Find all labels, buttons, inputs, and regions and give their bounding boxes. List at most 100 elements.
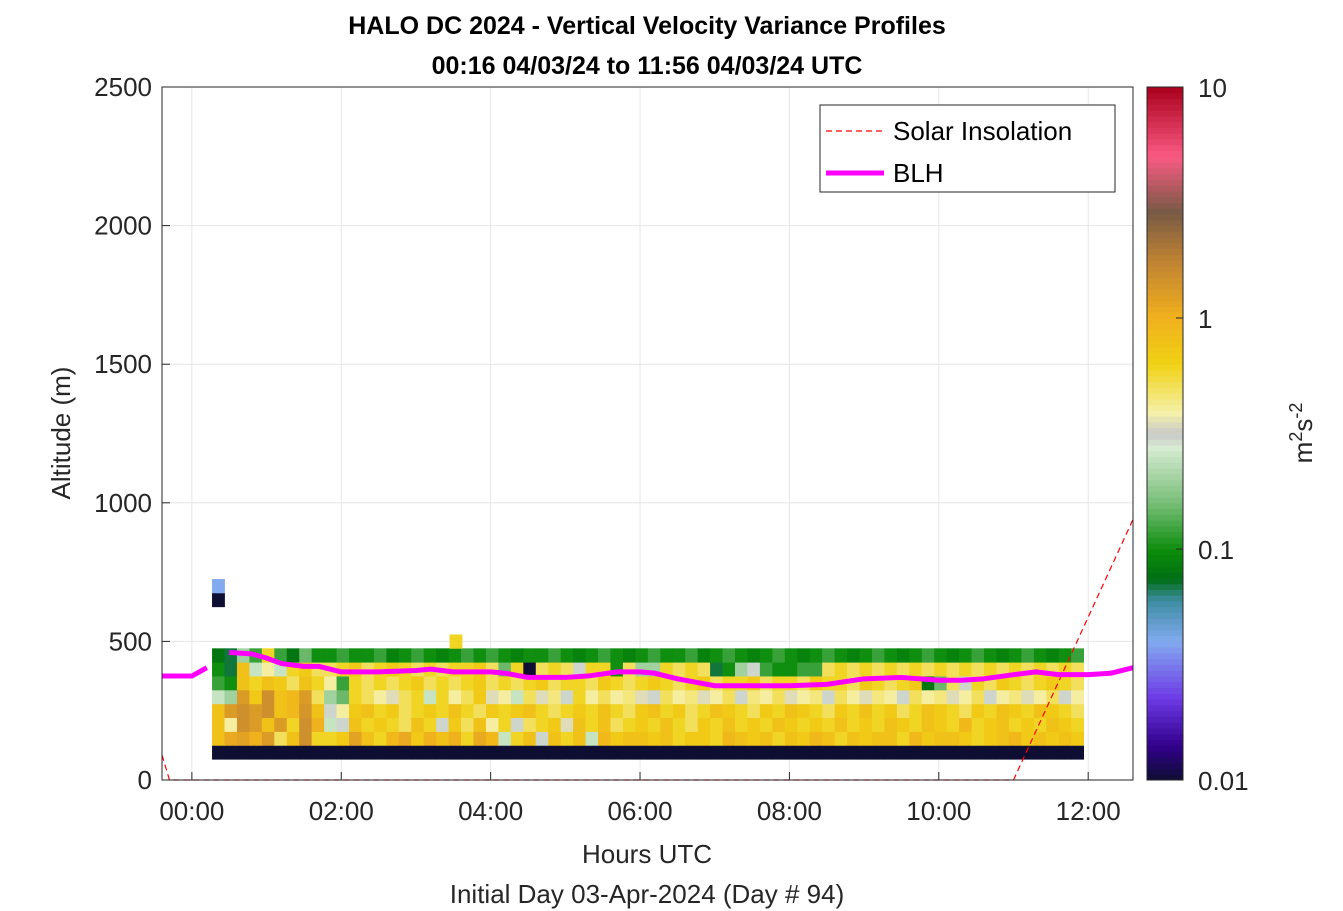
heatmap-cell <box>1058 703 1072 719</box>
heatmap-cell <box>336 703 350 719</box>
heatmap-cell <box>921 731 935 746</box>
heatmap-cell <box>598 676 611 691</box>
colorbar-segment <box>1147 225 1183 232</box>
heatmap-cell <box>560 703 574 719</box>
heatmap-cell <box>386 731 400 746</box>
plot-frame <box>161 86 1134 781</box>
heatmap-cell <box>772 731 786 746</box>
heatmap-cell <box>622 676 636 691</box>
heatmap-cell <box>598 703 611 719</box>
heatmap-cell <box>212 579 225 594</box>
colorbar-segment <box>1147 266 1183 273</box>
heatmap-cell <box>610 731 624 746</box>
heatmap-cell <box>921 717 935 732</box>
heatmap-cell <box>560 648 574 663</box>
colorbar-segment <box>1147 179 1183 186</box>
heatmap-cell <box>959 662 972 677</box>
y-tick-label: 2000 <box>94 211 152 241</box>
heatmap-cell <box>959 717 972 732</box>
colorbar-segment <box>1147 618 1183 625</box>
heatmap-cell <box>909 731 923 746</box>
heatmap-cell <box>672 703 686 719</box>
heatmap-cell <box>1008 689 1022 705</box>
heatmap-cell <box>386 689 400 705</box>
heatmap-cell <box>448 689 462 705</box>
colorbar-segment <box>1147 629 1183 637</box>
heatmap-cell <box>734 662 748 677</box>
heatmap-cell <box>660 717 674 732</box>
heatmap-cell <box>436 676 450 691</box>
heatmap-cell <box>286 745 300 760</box>
heatmap-cell <box>311 689 325 705</box>
colorbar-segment <box>1147 606 1183 614</box>
heatmap-cell <box>560 717 574 732</box>
colorbar-segment <box>1147 543 1183 550</box>
heatmap-cell <box>797 703 811 719</box>
heatmap-cell <box>610 745 624 760</box>
heatmap-cell <box>1058 676 1072 691</box>
heatmap-cell <box>1021 689 1035 705</box>
heatmap-cell <box>685 731 699 746</box>
heatmap-cell <box>1021 703 1035 719</box>
heatmap-cell <box>834 689 848 705</box>
colorbar-tick-label: 10 <box>1198 73 1227 103</box>
x-tick-label: 00:00 <box>159 796 224 826</box>
heatmap-cell <box>697 745 711 760</box>
heatmap-cell <box>1033 717 1047 732</box>
heatmap-cell <box>996 717 1010 732</box>
heatmap-cell <box>510 676 524 691</box>
heatmap-cell <box>859 689 873 705</box>
colorbar-segment <box>1147 577 1183 585</box>
heatmap-cell <box>236 676 250 691</box>
heatmap-cell <box>349 676 362 691</box>
heatmap-cell <box>212 676 225 691</box>
colorbar-segment <box>1147 537 1183 544</box>
heatmap-cell <box>498 648 512 663</box>
heatmap-cell <box>946 662 960 677</box>
heatmap-cell <box>311 731 325 746</box>
heatmap-cell <box>996 689 1010 705</box>
heatmap-cell <box>647 717 661 732</box>
heatmap-cell <box>859 662 873 677</box>
heatmap-cell <box>772 662 786 677</box>
colorbar-segment <box>1147 398 1183 406</box>
colorbar-segment <box>1147 612 1183 619</box>
colorbar-segment <box>1147 283 1183 290</box>
heatmap-cell <box>797 662 811 677</box>
heatmap-cell <box>635 717 649 732</box>
colorbar-label: m2s-2 <box>1286 403 1318 464</box>
heatmap-cell <box>610 676 624 691</box>
heatmap-cell <box>212 731 225 746</box>
heatmap-cell <box>896 703 910 719</box>
heatmap-cell <box>784 703 798 719</box>
heatmap-cell <box>473 731 487 746</box>
heatmap-cell <box>946 689 960 705</box>
heatmap-cell <box>722 703 736 719</box>
heatmap-cell <box>398 703 412 719</box>
colorbar-segment <box>1147 271 1183 279</box>
heatmap-cell <box>299 731 313 746</box>
y-axis-ticks: 0 500 1000 1500 2000 2500 <box>94 72 170 795</box>
heatmap-cell <box>834 731 848 746</box>
heatmap-cell <box>498 703 512 719</box>
colorbar-tick-label: 0.01 <box>1198 766 1249 796</box>
heatmap-cell <box>660 703 674 719</box>
colorbar-segment <box>1147 185 1183 192</box>
colorbar-segment <box>1147 162 1183 169</box>
heatmap-cell <box>498 676 512 691</box>
heatmap-cell <box>548 717 562 732</box>
heatmap-cell <box>510 703 524 719</box>
legend: Solar Insolation BLH <box>819 104 1116 193</box>
heatmap-cell <box>523 689 537 705</box>
heatmap-cell <box>535 731 549 746</box>
heatmap-cell <box>274 731 288 746</box>
heatmap-cell <box>884 648 898 663</box>
heatmap-cell <box>1046 648 1060 663</box>
heatmap-cell <box>535 648 549 663</box>
heatmap-cell <box>261 703 275 719</box>
colorbar-segment <box>1147 652 1183 660</box>
heatmap-cell <box>946 717 960 732</box>
colorbar-segment <box>1147 676 1183 683</box>
y-tick-label: 500 <box>109 626 152 656</box>
heatmap-cell <box>598 717 611 732</box>
